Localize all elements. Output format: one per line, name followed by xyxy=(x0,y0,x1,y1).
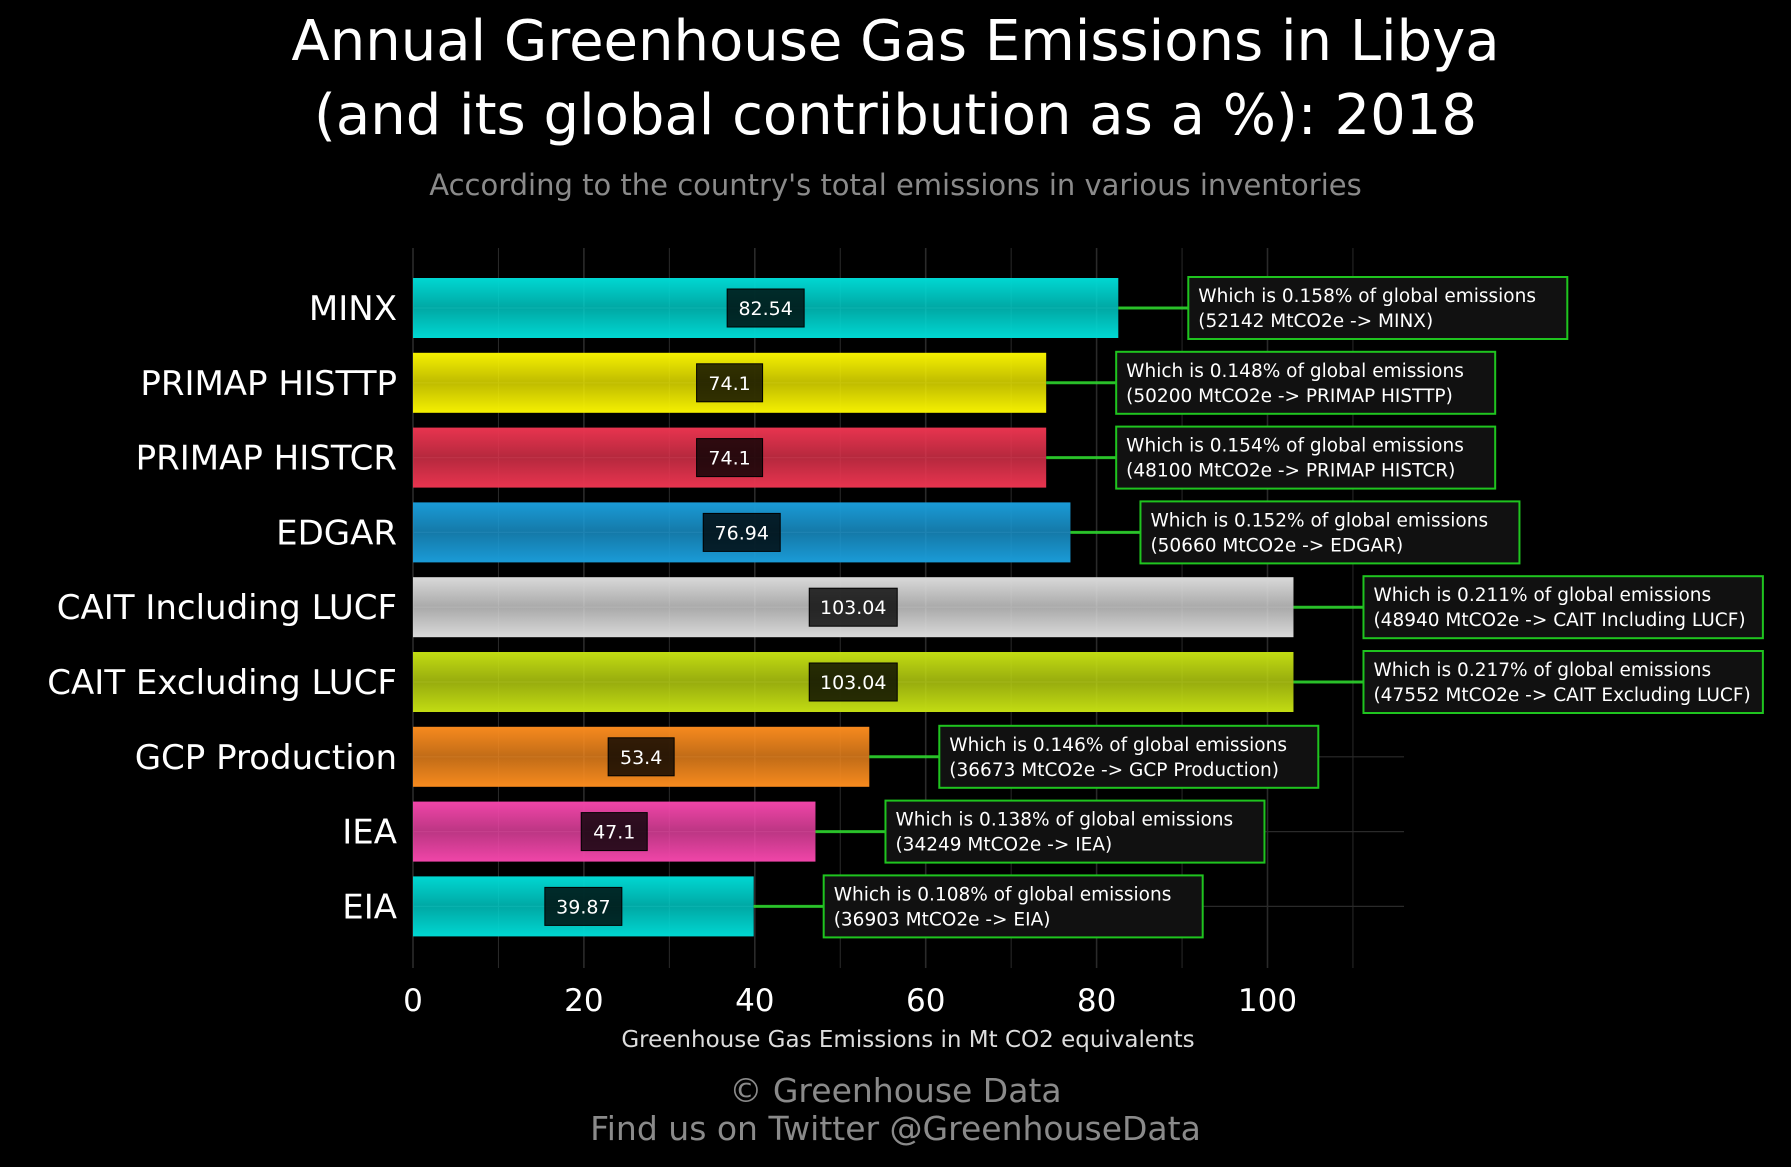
chart-title-line2: (and its global contribution as a %): 20… xyxy=(314,83,1477,148)
value-label: 53.4 xyxy=(620,747,662,769)
annotation-box xyxy=(1362,575,1764,640)
value-label-box xyxy=(607,737,675,777)
annotation-box xyxy=(1115,350,1497,415)
value-label: 74.1 xyxy=(708,373,750,395)
annotation-text-line2: (50660 MtCO2e -> EDGAR) xyxy=(1150,535,1403,556)
category-label: GCP Production xyxy=(135,738,397,778)
value-label-box xyxy=(696,363,764,403)
value-label-box xyxy=(580,812,648,852)
category-label: MINX xyxy=(309,289,397,329)
annotation-box xyxy=(1139,500,1521,565)
annotation-text-line1: Which is 0.152% of global emissions xyxy=(1150,510,1488,531)
annotation-box xyxy=(1362,650,1764,714)
x-tick-label: 0 xyxy=(403,983,423,1019)
category-label: EDGAR xyxy=(276,513,397,553)
annotation-text-line2: (36673 MtCO2e -> GCP Production) xyxy=(949,760,1279,781)
value-label: 39.87 xyxy=(556,896,610,918)
value-label-box xyxy=(808,662,898,702)
credits: © Greenhouse Data Find us on Twitter @Gr… xyxy=(0,1072,1791,1148)
annotation-text-line1: Which is 0.217% of global emissions xyxy=(1373,660,1711,681)
x-tick-label: 100 xyxy=(1238,983,1297,1019)
x-tick-label: 80 xyxy=(1077,983,1116,1019)
category-label: CAIT Excluding LUCF xyxy=(47,663,397,703)
category-label: PRIMAP HISTCR xyxy=(136,439,397,479)
value-label: 47.1 xyxy=(593,822,635,844)
value-label-box xyxy=(544,886,623,926)
chart-subtitle: According to the country's total emissio… xyxy=(429,168,1362,202)
chart-title-line1: Annual Greenhouse Gas Emissions in Libya xyxy=(291,9,1500,74)
annotation-text-line2: (52142 MtCO2e -> MINX) xyxy=(1198,311,1433,332)
annotation-box xyxy=(822,874,1204,939)
annotation-text-line2: (34249 MtCO2e -> IEA) xyxy=(895,835,1112,856)
annotation-text-line1: Which is 0.148% of global emissions xyxy=(1126,361,1464,382)
value-label-box xyxy=(808,587,898,627)
category-label: PRIMAP HISTTP xyxy=(140,364,397,404)
annotation-text-line2: (36903 MtCO2e -> EIA) xyxy=(834,909,1051,930)
x-tick-label: 40 xyxy=(735,983,774,1019)
value-label-box xyxy=(696,438,764,478)
annotation-text-line1: Which is 0.108% of global emissions xyxy=(834,884,1172,905)
credits-twitter: Find us on Twitter @GreenhouseData xyxy=(590,1108,1201,1148)
value-label: 103.04 xyxy=(820,597,886,619)
category-label: EIA xyxy=(342,887,397,927)
annotation-text-line1: Which is 0.211% of global emissions xyxy=(1373,585,1711,606)
annotation-box xyxy=(938,724,1320,789)
annotation-text-line2: (50200 MtCO2e -> PRIMAP HISTTP) xyxy=(1126,386,1453,407)
x-tick-label: 60 xyxy=(906,983,945,1019)
annotation-text-line1: Which is 0.158% of global emissions xyxy=(1198,286,1536,307)
annotation-text-line2: (48100 MtCO2e -> PRIMAP HISTCR) xyxy=(1126,461,1455,482)
annotation-text-line1: Which is 0.146% of global emissions xyxy=(949,735,1287,756)
annotation-box xyxy=(1115,425,1497,490)
x-axis-ticks: 0 20 40 60 80 100 xyxy=(403,983,1297,1019)
value-label-box xyxy=(726,288,805,328)
annotation-box xyxy=(884,799,1266,864)
value-label: 76.94 xyxy=(715,522,769,544)
annotation-text-line1: Which is 0.138% of global emissions xyxy=(895,810,1233,831)
credits-copyright: © Greenhouse Data xyxy=(729,1071,1062,1110)
annotation-box xyxy=(1187,276,1569,340)
category-label: IEA xyxy=(342,813,397,853)
value-label-box xyxy=(702,512,781,552)
category-label: CAIT Including LUCF xyxy=(57,588,397,628)
annotation-text-line2: (48940 MtCO2e -> CAIT Including LUCF) xyxy=(1373,610,1745,631)
x-axis-label: Greenhouse Gas Emissions in Mt CO2 equiv… xyxy=(621,1027,1194,1053)
value-label: 103.04 xyxy=(820,672,886,694)
value-label: 74.1 xyxy=(708,448,750,470)
bars-group: MINX 82.54 Which is 0.158% of global emiss… xyxy=(47,276,1764,939)
annotation-text-line2: (47552 MtCO2e -> CAIT Excluding LUCF) xyxy=(1373,685,1750,706)
value-label: 82.54 xyxy=(738,298,792,320)
annotation-text-line1: Which is 0.154% of global emissions xyxy=(1126,436,1464,457)
x-tick-label: 20 xyxy=(564,983,603,1019)
